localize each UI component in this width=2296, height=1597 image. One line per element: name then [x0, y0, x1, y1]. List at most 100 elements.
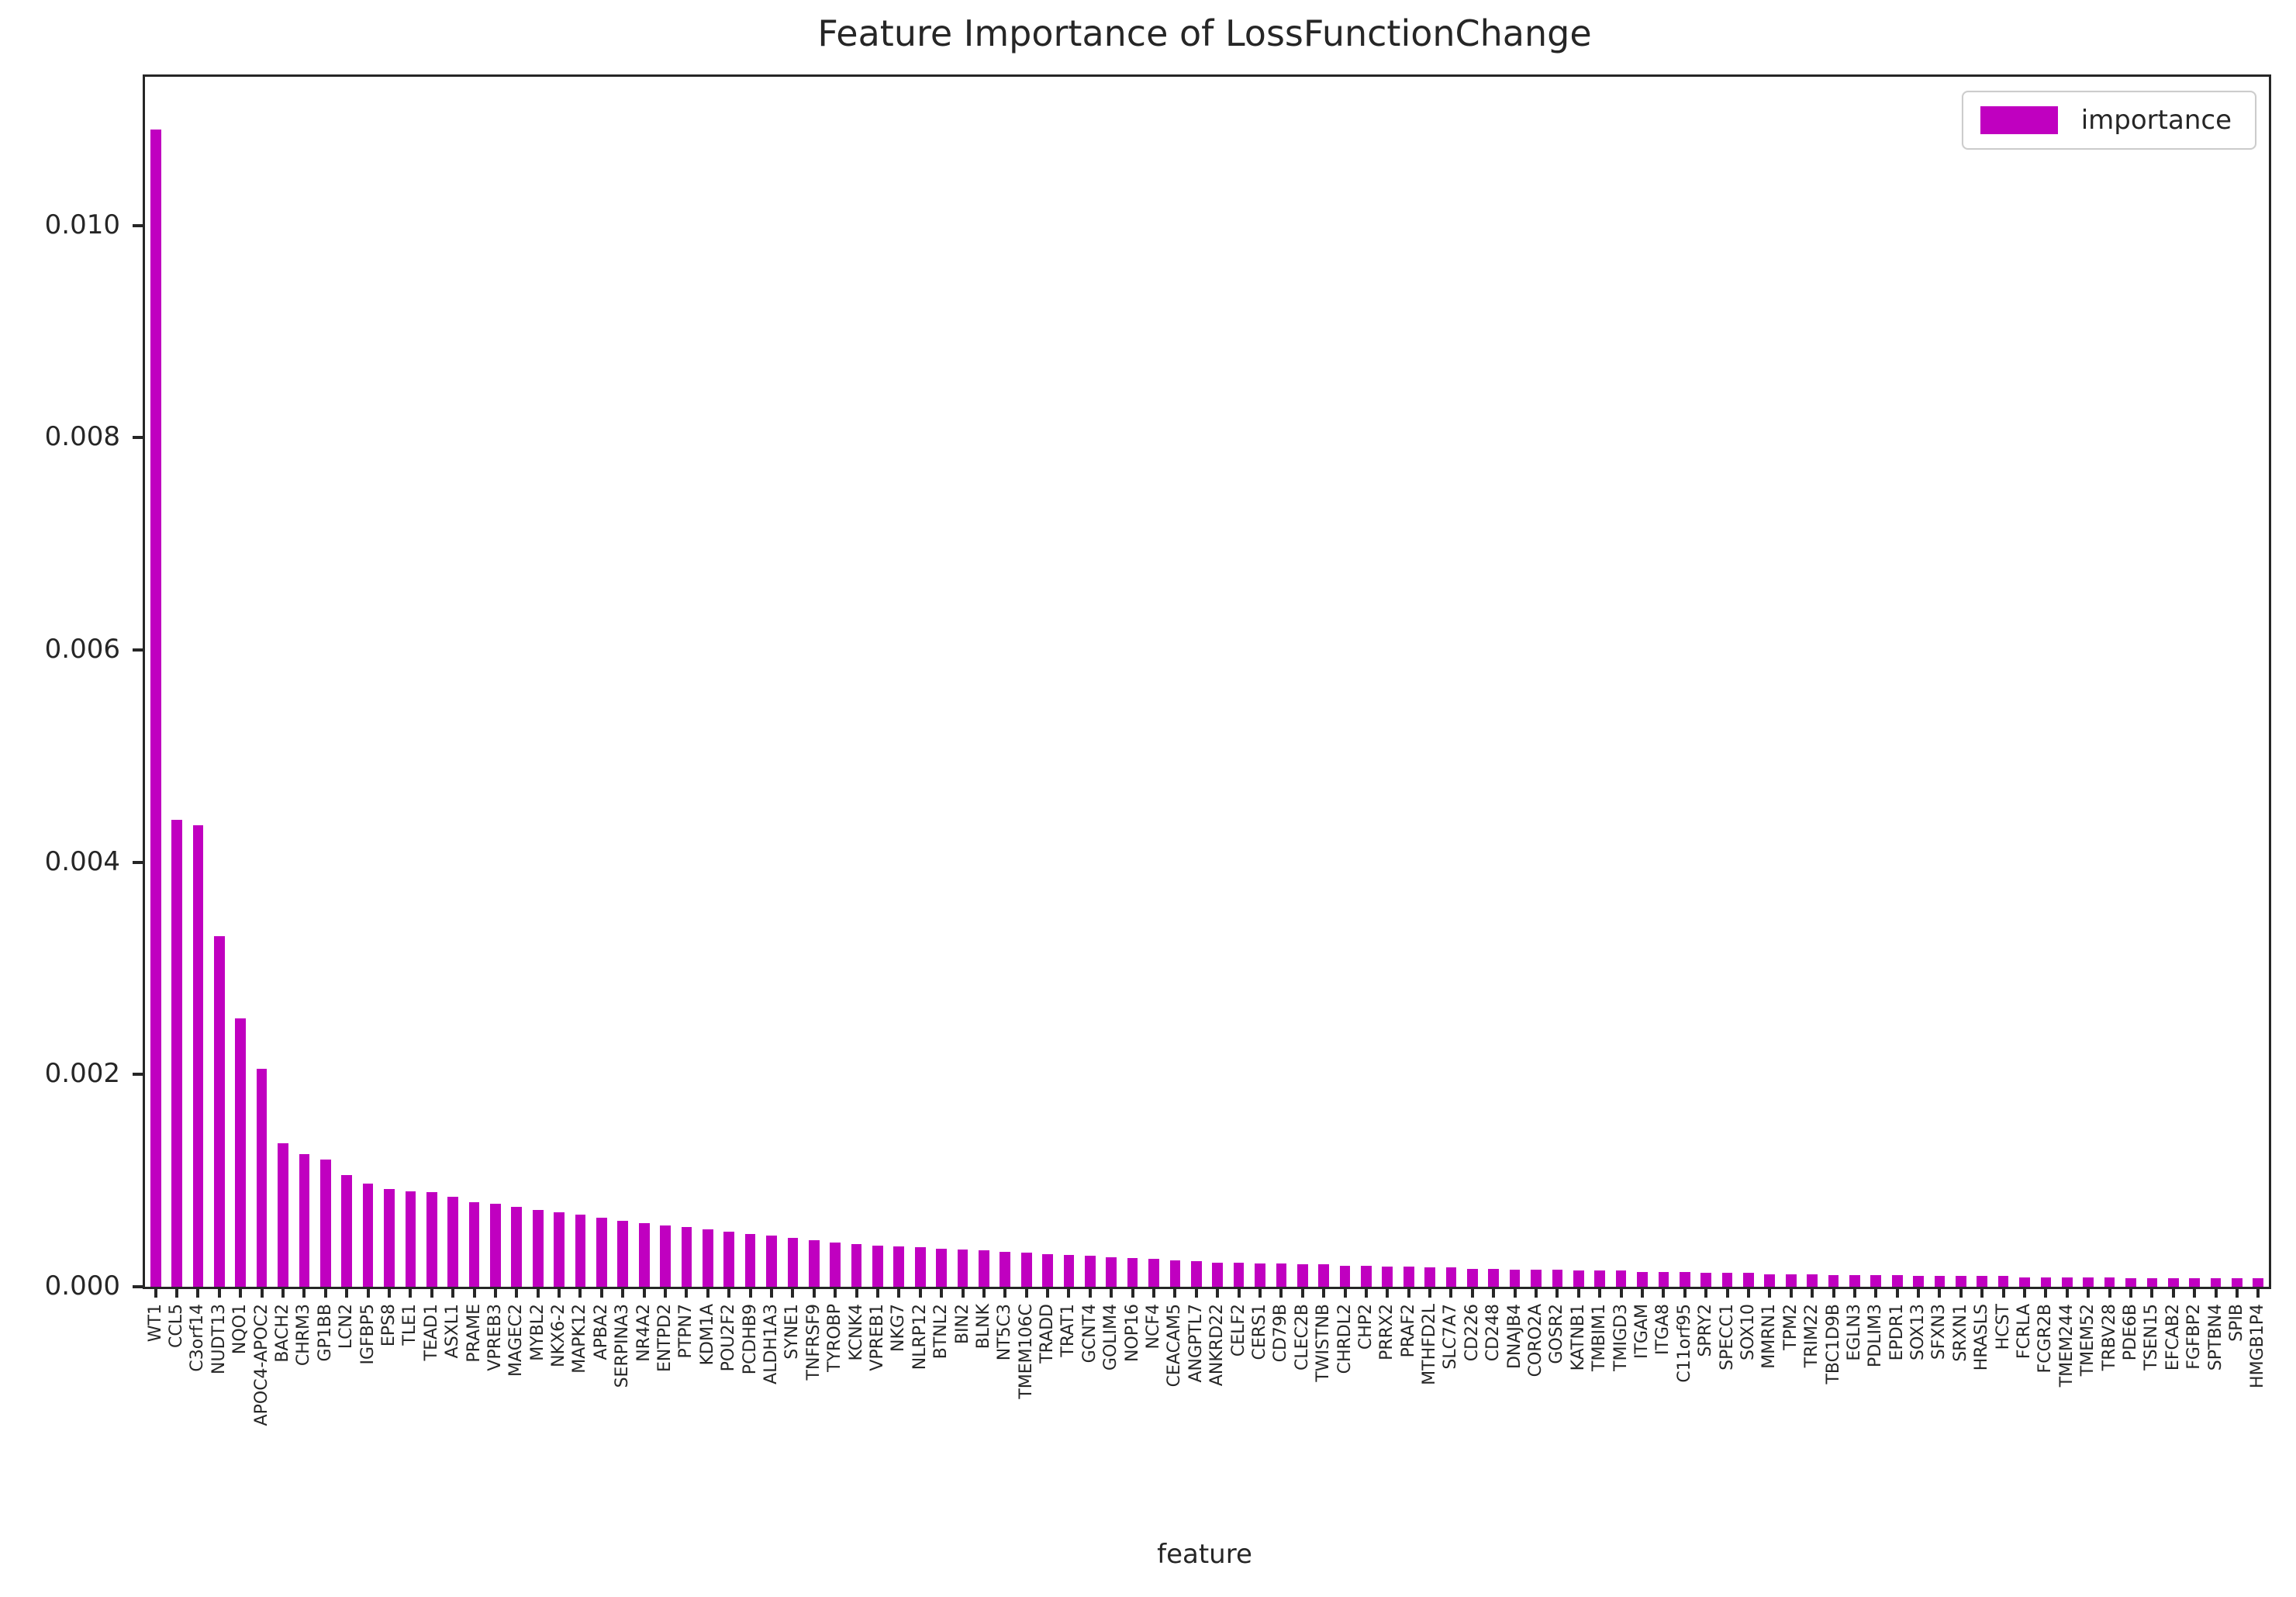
bar [150, 130, 161, 1287]
x-tick-label: GOSR2 [1547, 1304, 1567, 1364]
bar [1955, 1276, 1966, 1287]
x-tick-mark [536, 1287, 540, 1298]
x-tick-mark [1024, 1287, 1028, 1298]
x-tick-mark [239, 1287, 243, 1298]
x-tick-label: CHRM3 [294, 1304, 314, 1367]
x-tick-mark [1343, 1287, 1347, 1298]
x-tick-mark [2065, 1287, 2069, 1298]
x-tick-label: SOX13 [1908, 1304, 1928, 1360]
x-tick-mark [2087, 1287, 2091, 1298]
x-tick-label: POU2F2 [719, 1304, 739, 1372]
bar [1339, 1265, 1351, 1287]
x-tick-label: CD226 [1462, 1304, 1482, 1362]
bar [1700, 1273, 1711, 1287]
x-tick-mark [493, 1287, 497, 1298]
x-tick-label: MAGEC2 [506, 1304, 527, 1377]
x-tick-mark [1895, 1287, 1899, 1298]
x-tick-mark [834, 1287, 837, 1298]
bar [1020, 1253, 1032, 1287]
bar [766, 1236, 777, 1287]
x-tick-label: C11orf95 [1674, 1304, 1694, 1383]
bar [830, 1242, 841, 1287]
x-tick-mark [260, 1287, 264, 1298]
bar [1785, 1274, 1797, 1287]
bar [1913, 1276, 1924, 1287]
bar [1445, 1267, 1457, 1287]
x-tick-mark [217, 1287, 221, 1298]
bar [957, 1250, 968, 1287]
x-tick-mark [706, 1287, 710, 1298]
x-tick-mark [748, 1287, 752, 1298]
legend-swatch-importance [1980, 106, 2058, 134]
bar [1276, 1263, 1287, 1287]
x-tick-label: TRIM22 [1802, 1304, 1822, 1368]
bar [2104, 1277, 2115, 1287]
bar [1531, 1270, 1542, 1287]
bar [2125, 1278, 2136, 1287]
bar [1382, 1267, 1393, 1287]
bar [1424, 1267, 1435, 1287]
plot-area: 0.000 0.002 0.004 0.006 0.008 0.010 WT1 CCL5 C3… [45, 74, 2271, 1426]
x-tick-mark [1152, 1287, 1156, 1298]
x-tick-label: KATNB1 [1568, 1304, 1588, 1371]
x-tick-mark [2108, 1287, 2111, 1298]
x-tick-label: HRASLS [1972, 1304, 1992, 1371]
y-tick-label: 0.006 [44, 633, 120, 665]
x-tick-label: FGFBP2 [2184, 1304, 2205, 1370]
x-tick-mark [302, 1287, 306, 1298]
bar [341, 1175, 353, 1287]
x-tick-mark [1938, 1287, 1942, 1298]
bar [1658, 1271, 1669, 1287]
bar [1934, 1276, 1946, 1287]
x-tick-mark [1535, 1287, 1538, 1298]
bar [1361, 1265, 1372, 1287]
x-tick-label: ANKRD22 [1207, 1304, 1227, 1387]
bar [1891, 1274, 1903, 1287]
x-tick-mark [1811, 1287, 1814, 1298]
bar [2253, 1278, 2264, 1287]
bar [872, 1245, 883, 1287]
x-tick-label: WT1 [145, 1304, 165, 1343]
x-tick-label: CCL5 [167, 1304, 187, 1348]
x-tick-label: GCNT4 [1079, 1304, 1100, 1364]
legend-label: importance [2080, 105, 2232, 136]
x-tick-mark [855, 1287, 858, 1298]
x-tick-mark [1980, 1287, 1984, 1298]
bar [299, 1153, 310, 1287]
bar [426, 1192, 437, 1287]
x-tick-mark [1492, 1287, 1496, 1298]
x-tick-label: FCRLA [2015, 1304, 2034, 1360]
bar [808, 1239, 820, 1287]
bar [1169, 1260, 1181, 1287]
bar [2061, 1277, 2073, 1287]
bar [1594, 1270, 1606, 1287]
x-tick-mark [1704, 1287, 1708, 1298]
x-tick-mark [1683, 1287, 1687, 1298]
x-tick-label: TRADD [1038, 1304, 1058, 1364]
bar [1127, 1258, 1138, 1287]
x-tick-mark [642, 1287, 646, 1298]
x-tick-mark [2235, 1287, 2239, 1298]
x-tick-label: NKX6-2 [549, 1304, 569, 1367]
bar [1106, 1257, 1117, 1287]
bar [1997, 1276, 2009, 1287]
x-tick-label: ANGPTL7 [1186, 1304, 1206, 1383]
x-tick-label: ITGA8 [1653, 1304, 1673, 1356]
x-tick-label: DNAJB4 [1504, 1304, 1524, 1370]
x-tick-label: MMRN1 [1759, 1304, 1780, 1369]
bar [1573, 1270, 1584, 1287]
x-tick-label: TEAD1 [421, 1304, 441, 1361]
x-tick-label: PRAME [464, 1304, 484, 1363]
x-tick-label: CHP2 [1355, 1304, 1376, 1350]
x-tick-label: HCST [1993, 1304, 2013, 1350]
x-tick-mark [281, 1287, 285, 1298]
bar [1488, 1268, 1500, 1287]
x-tick-label: NOP16 [1122, 1304, 1142, 1363]
bar [1743, 1273, 1754, 1287]
y-tick-label: 0.000 [44, 1270, 120, 1301]
bar [1721, 1273, 1733, 1287]
bar [384, 1189, 395, 1287]
x-tick-label: ENTPD2 [655, 1304, 675, 1372]
bar [405, 1191, 416, 1287]
bar [1042, 1253, 1053, 1287]
